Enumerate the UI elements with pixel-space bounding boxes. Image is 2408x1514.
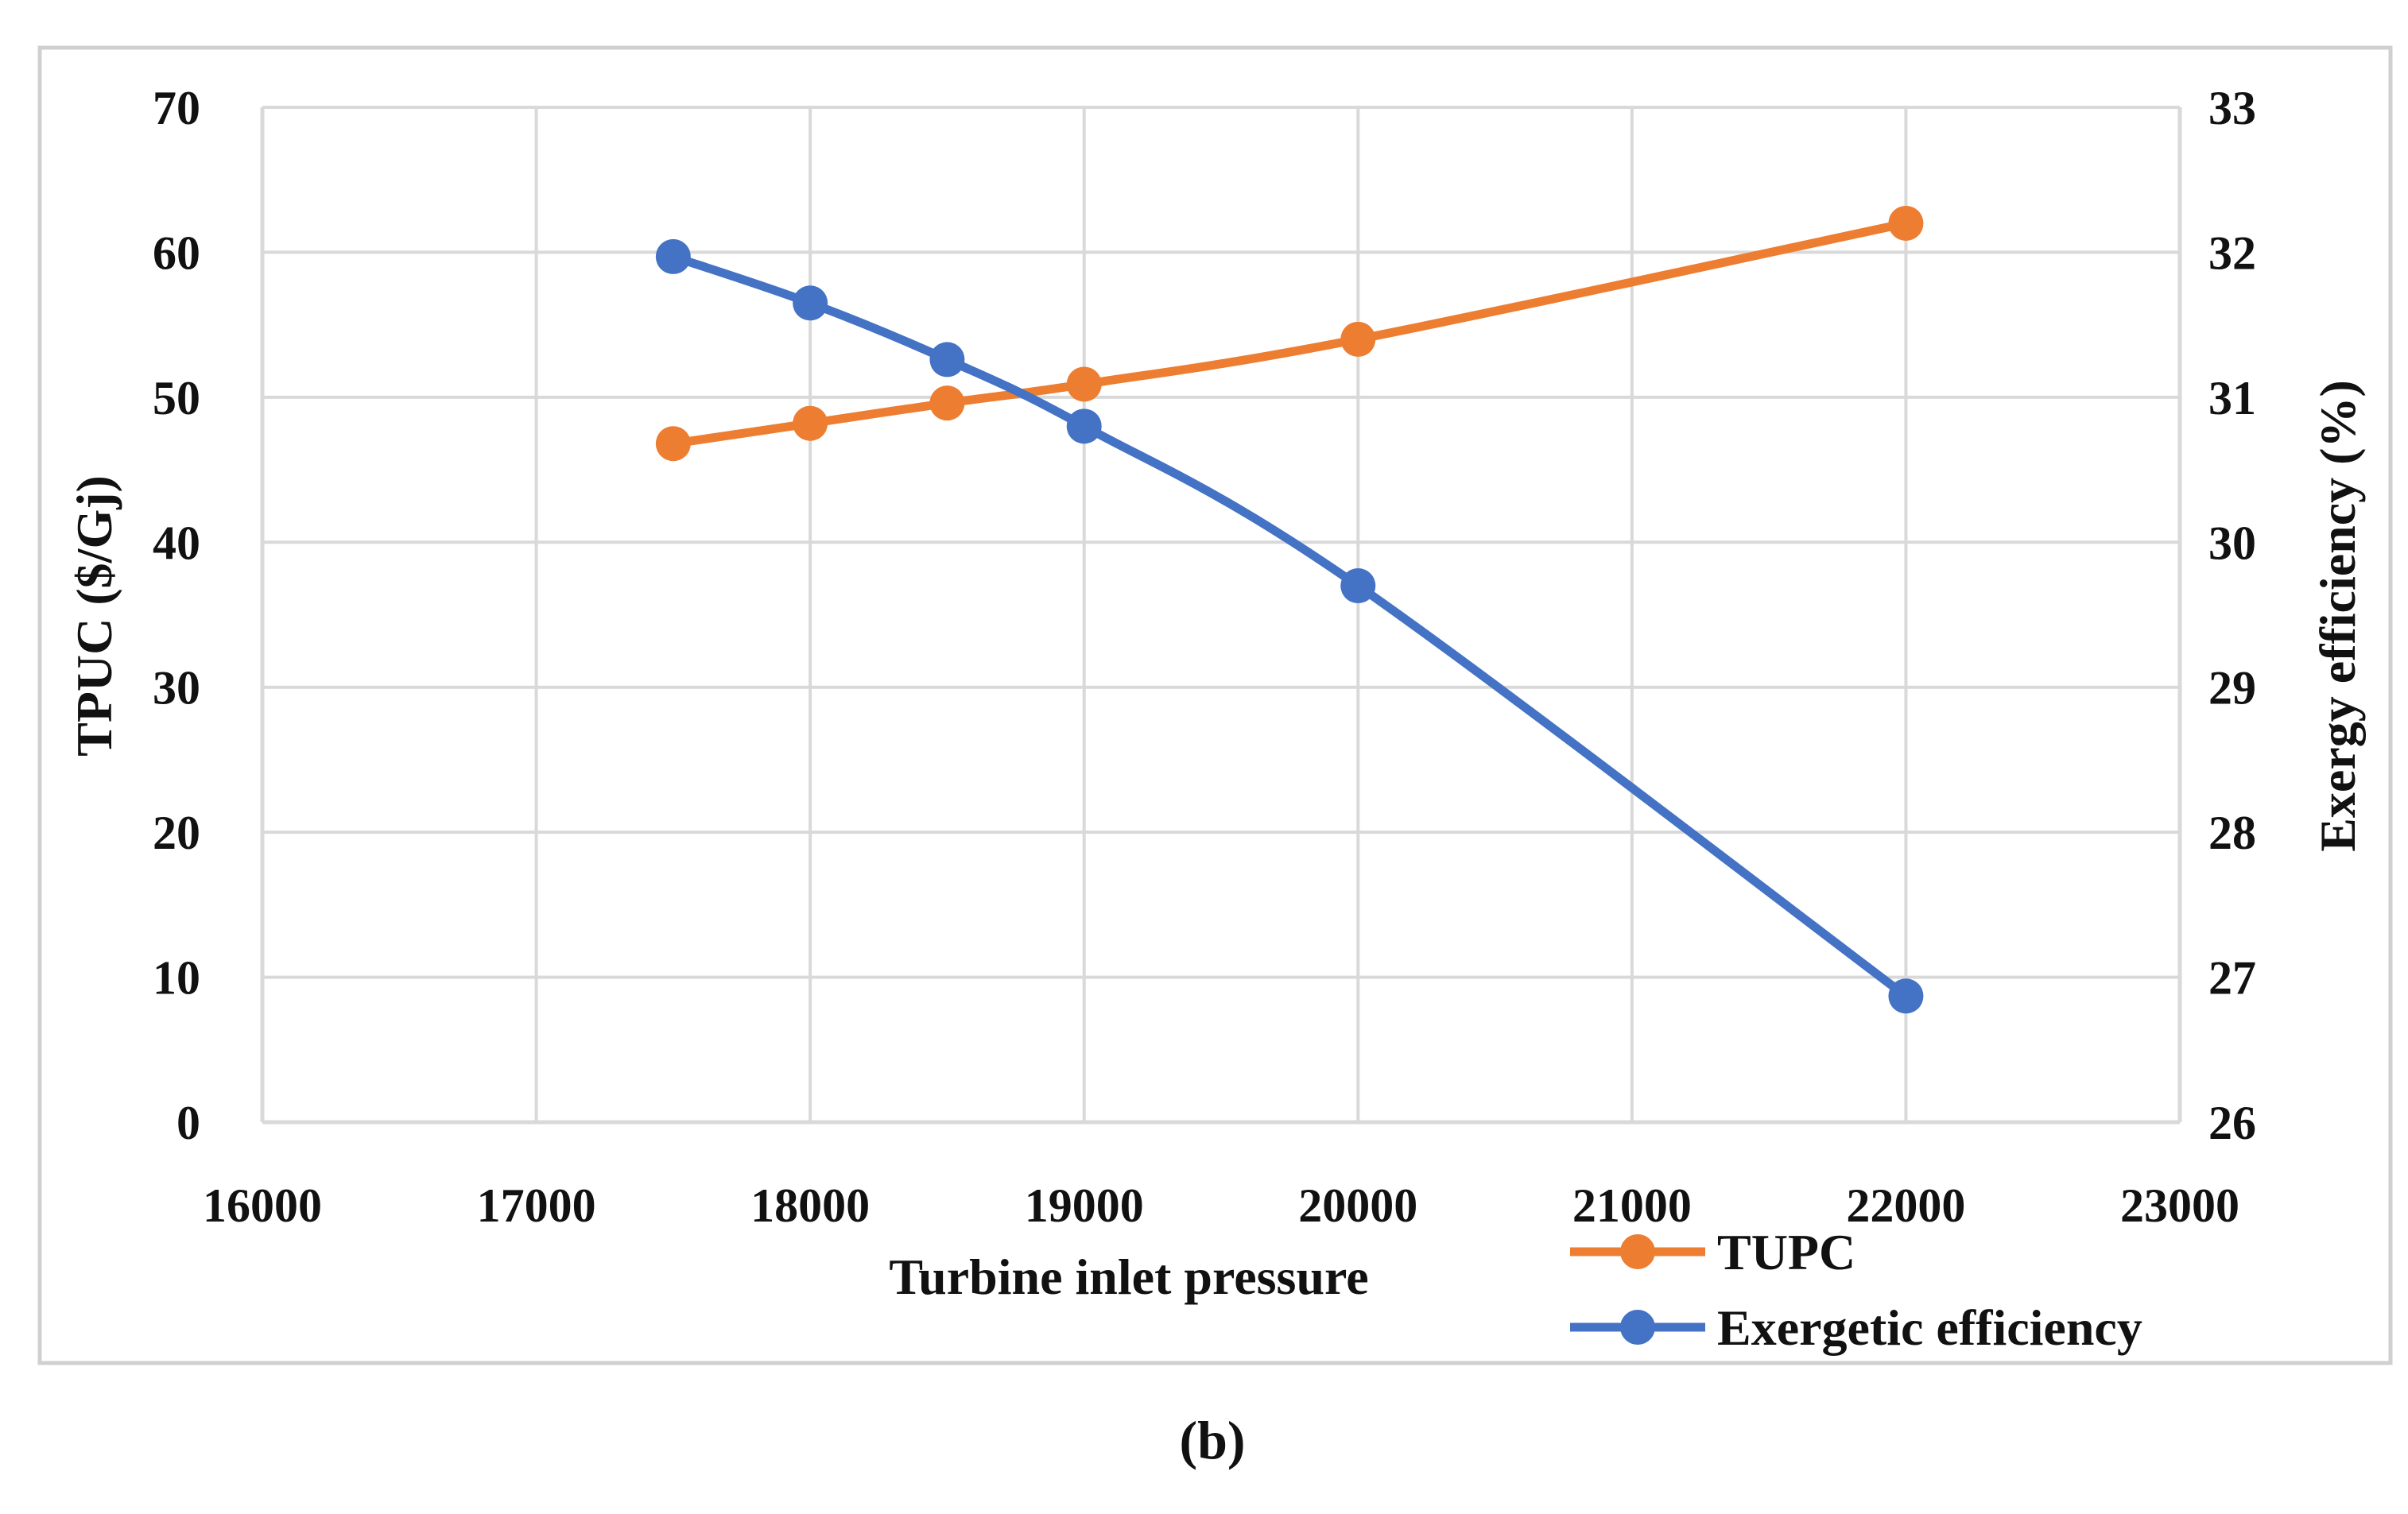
x-tick-label: 21000 — [1572, 1179, 1692, 1232]
x-tick-label: 16000 — [203, 1179, 322, 1232]
legend-label-exergetic-efficiency: Exergetic efficiency — [1717, 1299, 2142, 1356]
legend-label-tupc: TUPC — [1717, 1224, 1855, 1280]
y2-tick-label: 31 — [2208, 372, 2256, 424]
x-tick-label: 19000 — [1025, 1179, 1144, 1232]
y-tick-label: 30 — [153, 662, 200, 714]
x-tick-label: 18000 — [750, 1179, 870, 1232]
y2-tick-label: 28 — [2208, 807, 2256, 859]
data-point-tupc — [1888, 205, 1924, 241]
data-point-exergetic-efficiency — [929, 342, 965, 378]
y2-axis-title: Exergy efficiency (%) — [2309, 380, 2366, 852]
y-tick-label: 70 — [153, 82, 200, 134]
data-point-tupc — [1066, 366, 1102, 402]
figure-caption: (b) — [1179, 1410, 1245, 1470]
y-tick-label: 60 — [153, 227, 200, 279]
data-point-exergetic-efficiency — [1340, 568, 1376, 604]
y2-tick-label: 26 — [2208, 1097, 2256, 1149]
gridlines — [262, 106, 2180, 1122]
y2-tick-label: 30 — [2208, 517, 2256, 569]
legend-marker-exergetic-efficiency — [1620, 1310, 1655, 1345]
y-tick-label: 50 — [153, 372, 200, 424]
y-tick-label: 10 — [153, 952, 200, 1005]
data-point-exergetic-efficiency — [655, 238, 691, 274]
y-tick-label: 0 — [176, 1097, 200, 1149]
y2-tick-label: 27 — [2208, 952, 2256, 1005]
x-axis-title: Turbine inlet pressure — [889, 1249, 1368, 1305]
y-axis-ticks: 0 10 20 30 40 50 60 70 — [153, 82, 200, 1149]
data-point-exergetic-efficiency — [1066, 409, 1102, 444]
x-axis-ticks: 16000 17000 18000 19000 20000 21000 22000 23000 — [203, 1179, 2239, 1232]
chart-frame — [37, 45, 2393, 1365]
data-point-exergetic-efficiency — [793, 285, 828, 321]
data-point-exergetic-efficiency — [1888, 978, 1924, 1014]
legend-marker-tupc — [1620, 1234, 1655, 1269]
axes — [260, 107, 2182, 1125]
y-tick-label: 40 — [153, 517, 200, 569]
x-tick-label: 22000 — [1846, 1179, 1965, 1232]
y2-axis-ticks: 26 27 28 29 30 31 32 33 — [2208, 82, 2256, 1149]
x-tick-label: 20000 — [1298, 1179, 1417, 1232]
y-tick-label: 20 — [153, 807, 200, 859]
y-axis-title: TPUC ($/Gj) — [66, 475, 122, 757]
x-tick-label: 23000 — [2120, 1179, 2239, 1232]
x-tick-label: 17000 — [477, 1179, 596, 1232]
data-point-tupc — [793, 405, 828, 441]
y2-tick-label: 29 — [2208, 662, 2256, 714]
data-point-tupc — [1340, 321, 1376, 357]
y2-tick-label: 32 — [2208, 227, 2256, 279]
data-point-tupc — [655, 426, 691, 462]
data-point-tupc — [929, 385, 965, 421]
series-layer — [655, 205, 1924, 1014]
y2-tick-label: 33 — [2208, 82, 2256, 134]
legend: TUPC Exergetic efficiency — [1570, 1224, 2142, 1356]
